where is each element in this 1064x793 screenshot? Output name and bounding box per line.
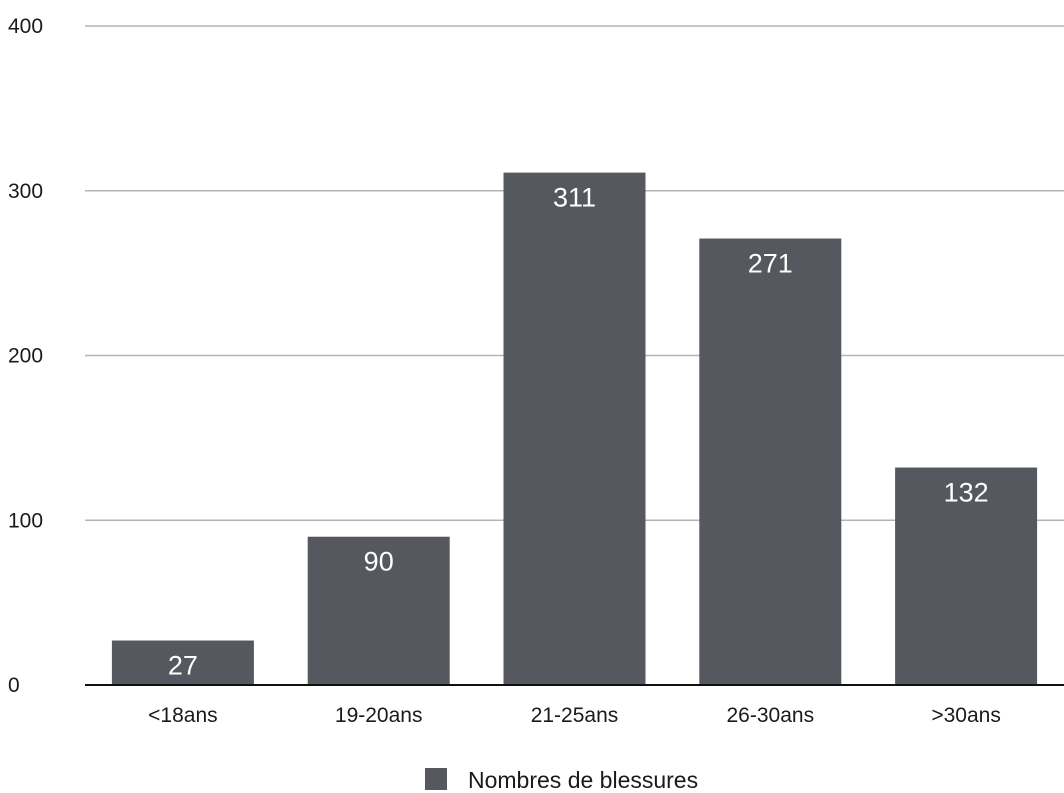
y-axis-ticks: 0 100 200 300 400 — [8, 15, 43, 697]
y-tick-label: 0 — [8, 674, 20, 697]
legend-swatch — [425, 768, 447, 790]
bar — [307, 536, 450, 685]
bar — [699, 238, 842, 685]
x-category-label: <18ans — [148, 704, 217, 727]
bar — [895, 467, 1038, 685]
y-tick-label: 300 — [8, 180, 43, 203]
bar-value-label: 271 — [748, 249, 793, 279]
x-category-label: 19-20ans — [335, 704, 423, 727]
x-category-label: 21-25ans — [531, 704, 619, 727]
bar — [503, 172, 646, 685]
y-tick-label: 200 — [8, 345, 43, 368]
bar-value-label: 90 — [364, 547, 394, 577]
x-axis: <18ans 19-20ans 21-25ans 26-30ans >30ans — [85, 684, 1064, 727]
x-category-label: 26-30ans — [727, 704, 815, 727]
legend-label: Nombres de blessures — [468, 767, 698, 793]
bar-value-label: 27 — [168, 651, 198, 681]
bar-value-label: 132 — [944, 478, 989, 508]
bars: 27 90 311 271 132 — [111, 172, 1038, 685]
y-tick-label: 100 — [8, 509, 43, 532]
bar — [111, 640, 254, 685]
x-category-label: >30ans — [931, 704, 1000, 727]
legend: Nombres de blessures — [425, 767, 698, 793]
bar-value-label: 311 — [553, 183, 596, 213]
y-tick-label: 400 — [8, 15, 43, 38]
